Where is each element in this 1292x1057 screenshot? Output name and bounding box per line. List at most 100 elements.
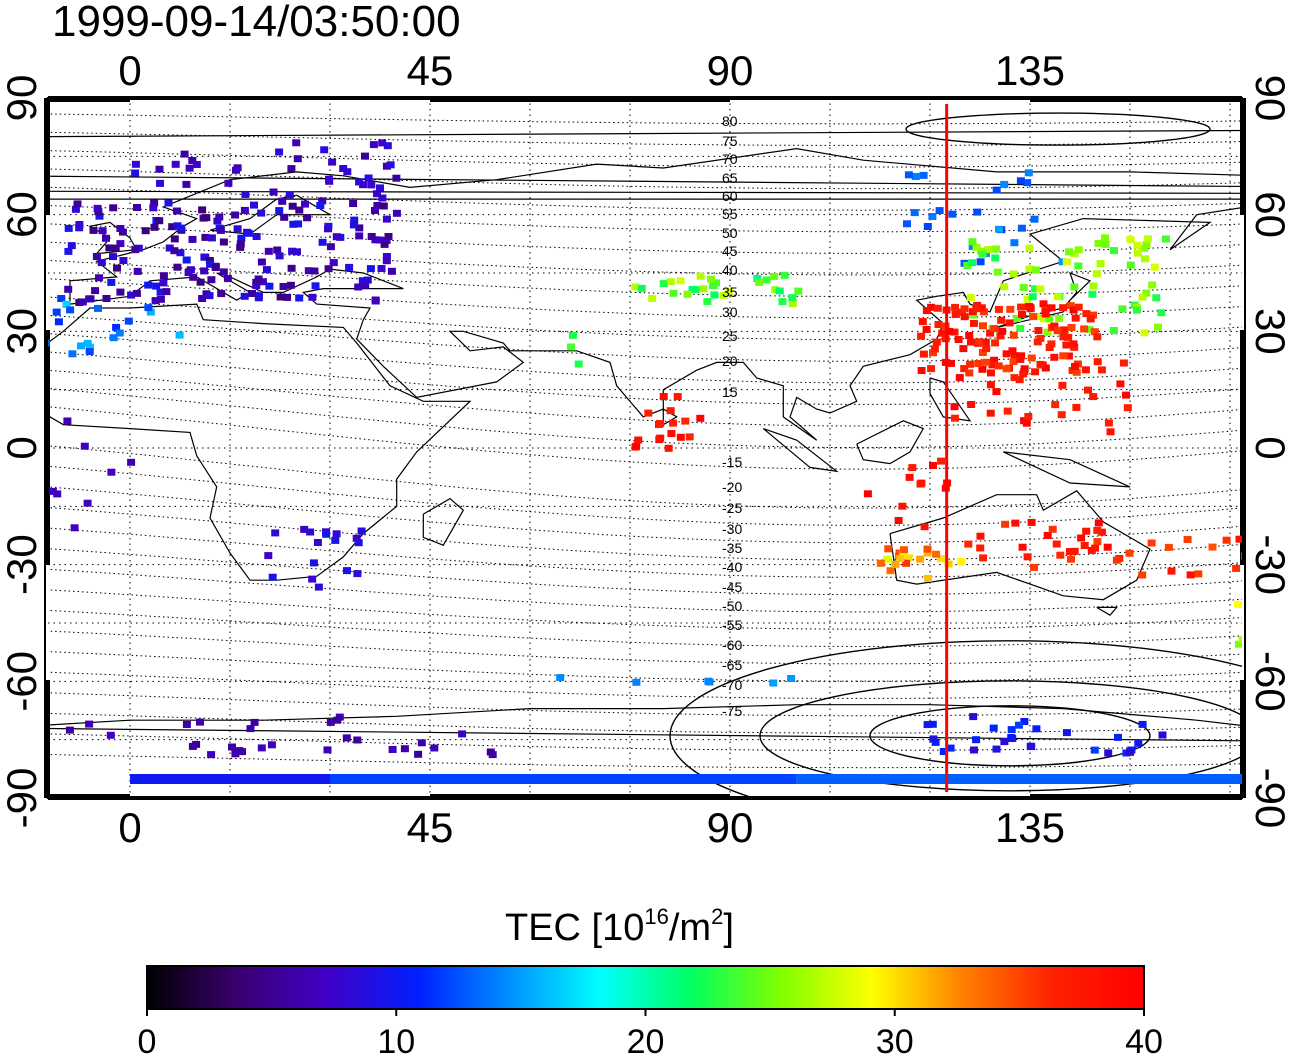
tec-cell bbox=[228, 743, 236, 751]
tec-cell bbox=[1051, 401, 1060, 409]
tec-cell bbox=[972, 736, 981, 744]
tec-cell bbox=[264, 552, 273, 560]
tec-cell bbox=[1006, 305, 1015, 313]
tec-cell bbox=[1118, 305, 1127, 313]
tec-cell bbox=[219, 238, 228, 246]
tec-cell bbox=[156, 295, 165, 303]
magnetic-latitude-contours bbox=[48, 112, 1242, 798]
tec-cell bbox=[644, 409, 653, 417]
tec-cell bbox=[992, 388, 1001, 396]
tec-cell bbox=[696, 414, 705, 422]
tec-cell bbox=[308, 293, 317, 301]
tec-cell bbox=[105, 244, 114, 252]
tec-cell bbox=[938, 329, 947, 337]
tec-cell bbox=[968, 259, 976, 267]
tec-cell bbox=[1017, 303, 1026, 311]
tec-cell bbox=[1080, 325, 1089, 333]
tec-cell bbox=[240, 206, 249, 214]
tec-cell bbox=[364, 174, 373, 182]
tec-cell bbox=[1208, 543, 1217, 551]
tec-cell bbox=[332, 530, 341, 538]
tec-observations bbox=[48, 139, 1242, 784]
tec-cell bbox=[916, 555, 925, 563]
tec-cell bbox=[264, 247, 273, 255]
tec-cell bbox=[1047, 340, 1056, 348]
y-tick-label-right: -30 bbox=[1247, 534, 1292, 595]
contour-label: 30 bbox=[722, 304, 738, 320]
tec-cell bbox=[998, 327, 1007, 335]
colorbar bbox=[146, 965, 1145, 1010]
tec-cell bbox=[1043, 328, 1052, 336]
tec-cell bbox=[699, 285, 708, 293]
tec-cell bbox=[146, 308, 155, 316]
tec-cell bbox=[669, 289, 678, 297]
coastline bbox=[1243, 607, 1290, 627]
tec-cell bbox=[719, 291, 728, 299]
tec-cell bbox=[1059, 352, 1068, 360]
tec-cell bbox=[986, 329, 995, 337]
x-tick-label-top: 0 bbox=[118, 47, 141, 94]
tec-cell bbox=[388, 746, 397, 753]
tec-cell bbox=[1114, 733, 1122, 741]
tec-cell bbox=[384, 233, 393, 240]
tec-cell bbox=[241, 190, 250, 198]
coastline bbox=[762, 428, 839, 473]
y-tick-label-left: -30 bbox=[0, 534, 45, 595]
tec-cell bbox=[1064, 333, 1073, 341]
tec-cell bbox=[265, 282, 274, 290]
tec-cell bbox=[676, 277, 685, 285]
tec-cell bbox=[400, 745, 409, 753]
tec-cell bbox=[458, 730, 467, 738]
tec-cell bbox=[920, 523, 929, 531]
coastline bbox=[1003, 451, 1131, 488]
tec-cell bbox=[329, 259, 338, 267]
tec-cell bbox=[1183, 536, 1192, 543]
tec-cell bbox=[994, 305, 1003, 313]
tec-cell bbox=[1002, 365, 1011, 373]
tec-cell bbox=[188, 235, 197, 243]
tec-cell bbox=[355, 232, 364, 240]
tec-cell bbox=[948, 210, 957, 218]
tec-cell bbox=[379, 202, 388, 210]
tec-cell bbox=[353, 736, 362, 744]
x-tick-label-bottom: 90 bbox=[707, 804, 754, 851]
tec-cell bbox=[1034, 327, 1043, 334]
tec-cell bbox=[98, 227, 107, 235]
tec-cell bbox=[94, 304, 102, 312]
tec-cell bbox=[1053, 293, 1062, 301]
tec-cell bbox=[1010, 374, 1019, 382]
tec-cell bbox=[1104, 749, 1113, 757]
tec-cell bbox=[1071, 314, 1080, 322]
tec-cell bbox=[632, 678, 641, 686]
tec-cell bbox=[392, 174, 401, 182]
tec-cell bbox=[1039, 300, 1048, 308]
tec-cell bbox=[1101, 240, 1110, 248]
tec-cell bbox=[902, 559, 911, 567]
tec-cell bbox=[155, 217, 164, 225]
colorbar-tick-label: 30 bbox=[876, 1023, 914, 1057]
tec-cell bbox=[954, 336, 963, 343]
tec-cell bbox=[991, 245, 1000, 253]
colorbar-tick-label: 40 bbox=[1125, 1023, 1163, 1057]
tec-cell bbox=[688, 285, 697, 293]
tec-cell bbox=[244, 229, 253, 237]
tec-cell bbox=[685, 433, 694, 441]
tec-cell bbox=[1138, 571, 1147, 579]
tec-cell bbox=[132, 289, 141, 297]
tec-cell bbox=[1050, 322, 1059, 330]
tec-cell bbox=[951, 303, 960, 311]
tec-cell bbox=[963, 262, 972, 269]
tec-cell bbox=[1072, 368, 1081, 376]
tec-cell bbox=[144, 281, 153, 289]
tec-cell bbox=[1140, 244, 1149, 252]
tec-cell bbox=[976, 544, 985, 552]
contour-labels: 80 75 70 65 60 55 50 45 40 35 30 25 20 15 -15 -20 -25 -30… bbox=[722, 113, 742, 719]
tec-cell bbox=[53, 490, 62, 498]
tec-cell bbox=[310, 267, 319, 275]
tec-cell bbox=[1015, 721, 1023, 729]
tec-cell bbox=[1082, 310, 1091, 318]
contour-label: -15 bbox=[722, 454, 742, 470]
tec-cell bbox=[257, 209, 266, 217]
x-axis-bottom-ticks: 04590135180-135-90-45 bbox=[118, 804, 1065, 851]
tec-cell bbox=[1010, 352, 1019, 360]
